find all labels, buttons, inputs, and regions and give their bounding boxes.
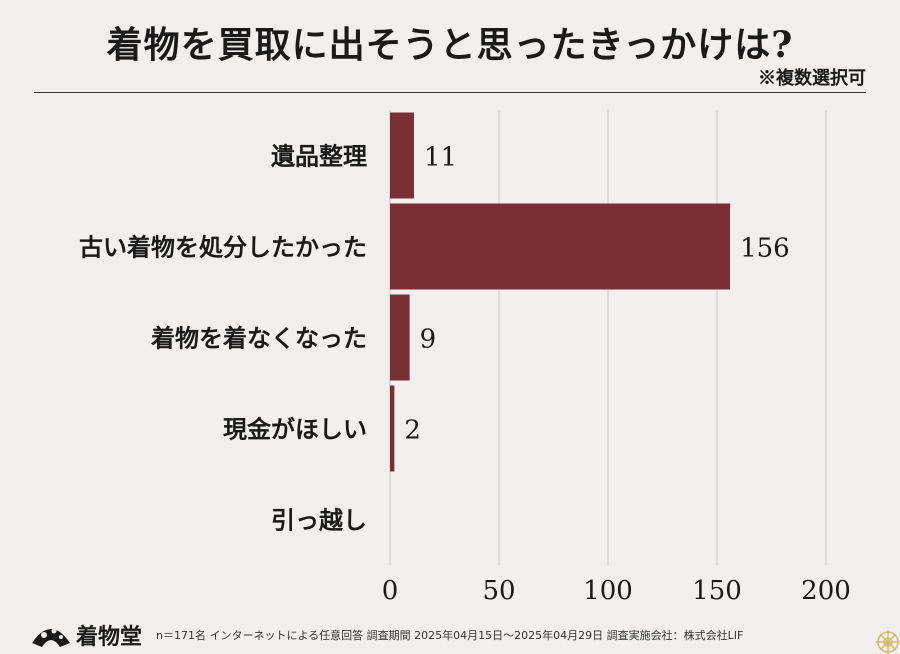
multiple-choice-note: ※複数選択可 — [758, 68, 866, 89]
survey-note: n＝171名 インターネットによる任意回答 調査期間 2025年04月15日〜2… — [156, 629, 744, 642]
x-tick-label: 100 — [583, 576, 633, 606]
labels: 0 50 100 150 200 遺品整理 11 古い着物を処分したかった 156 着物を着なくな… — [79, 142, 851, 607]
data-label: 2 — [404, 416, 421, 446]
data-label: 9 — [420, 325, 437, 355]
fan-logo-icon — [32, 628, 70, 647]
category-label: 現金がほしい — [223, 415, 367, 444]
category-label: 古い着物を処分したかった — [79, 233, 367, 262]
bar — [390, 203, 731, 290]
x-tick-label: 200 — [801, 576, 851, 606]
x-tick-label: 50 — [482, 576, 515, 606]
brand-logo: 着物堂 — [30, 619, 142, 651]
x-tick-label: 0 — [382, 576, 399, 606]
grid-lines — [389, 110, 827, 565]
footer: 着物堂 n＝171名 インターネットによる任意回答 調査期間 2025年04月1… — [30, 618, 890, 652]
x-tick-label: 150 — [692, 576, 742, 606]
category-label: 引っ越し — [271, 506, 367, 535]
bars — [390, 112, 731, 472]
bar — [390, 112, 414, 199]
data-label: 11 — [424, 143, 457, 173]
data-label: 156 — [740, 234, 790, 264]
category-label: 着物を着なくなった — [151, 324, 367, 353]
bar — [390, 385, 395, 472]
chart-title: 着物を買取に出そうと思ったきっかけは? — [106, 24, 794, 66]
brand-name: 着物堂 — [76, 624, 143, 650]
bar — [390, 294, 410, 381]
title-divider — [34, 92, 866, 93]
flower-decoration-icon — [876, 630, 900, 654]
category-label: 遺品整理 — [271, 142, 367, 171]
